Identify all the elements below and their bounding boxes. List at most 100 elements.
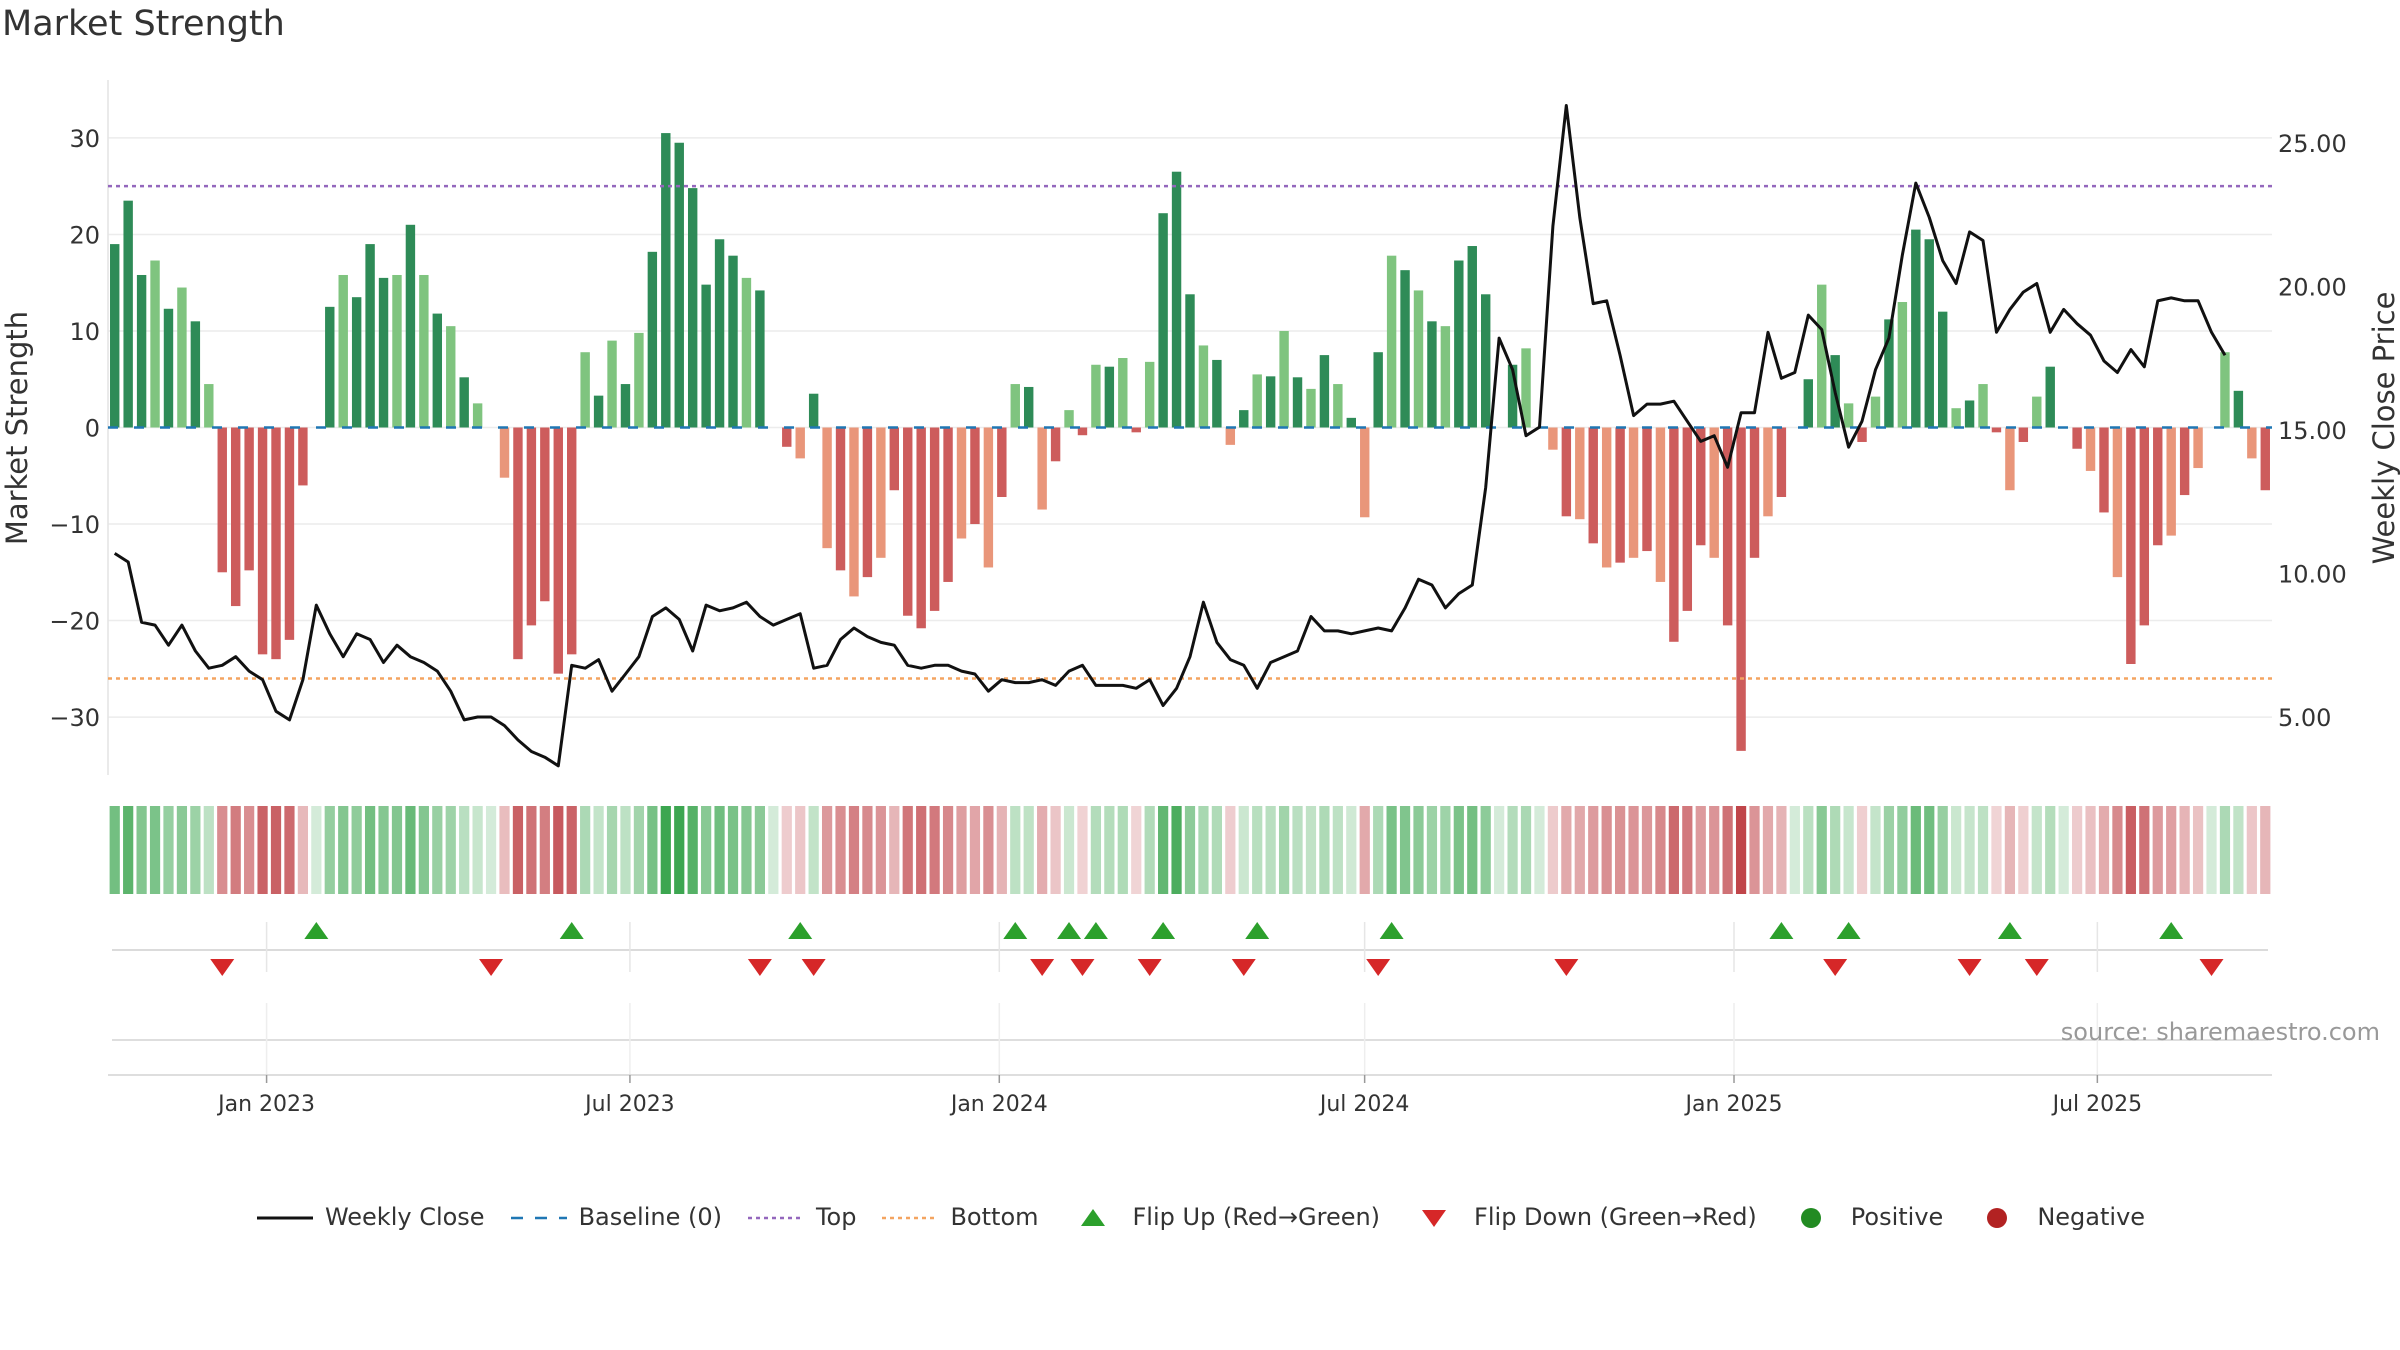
strength-bar	[903, 427, 913, 616]
status-cell	[1265, 806, 1276, 894]
status-cell	[2246, 806, 2257, 894]
status-cell	[1426, 806, 1438, 894]
strength-bar	[244, 427, 254, 571]
status-cell	[1628, 806, 1639, 894]
strength-bar	[1104, 366, 1115, 428]
status-cell	[1104, 806, 1115, 894]
reference-lines	[108, 184, 2272, 680]
legend-item: Flip Up (Red→Green)	[1063, 1203, 1380, 1231]
legend-item: Negative	[1967, 1203, 2145, 1231]
legend-label: Flip Down (Green→Red)	[1474, 1203, 1757, 1231]
status-cell	[1171, 806, 1182, 894]
status-cell	[1117, 806, 1128, 894]
strength-bars	[110, 133, 2270, 751]
strength-bar	[1467, 246, 1477, 428]
strength-bar	[1010, 384, 1020, 428]
red-dot-icon	[1987, 1208, 2008, 1228]
strength-bar	[1319, 355, 1330, 428]
strength-bar	[1225, 427, 1236, 445]
y-tick-label: 20	[69, 221, 100, 249]
strength-bar	[2126, 427, 2136, 664]
status-cell	[176, 806, 188, 894]
strength-bar	[257, 427, 268, 655]
status-cell	[620, 806, 631, 894]
strength-bar	[1749, 427, 1760, 558]
status-cell	[109, 806, 120, 894]
status-cell	[512, 806, 524, 894]
weekly-close-series	[113, 104, 2227, 768]
status-cell	[660, 806, 671, 894]
strength-bar	[2112, 427, 2123, 578]
status-cell	[1574, 806, 1585, 894]
legend-label: Top	[815, 1203, 857, 1231]
status-cell	[257, 806, 268, 894]
strength-bar	[1964, 400, 1975, 428]
strength-bar	[378, 277, 389, 428]
strength-bar	[513, 427, 523, 660]
legend-item: Weekly Close	[255, 1203, 485, 1231]
status-cell	[459, 806, 470, 894]
status-cell	[902, 806, 913, 894]
strength-bar	[271, 427, 281, 660]
status-cell	[2004, 806, 2016, 894]
strength-bar	[2099, 427, 2109, 513]
status-cell	[391, 806, 403, 894]
y-tick-label: 10	[69, 318, 100, 346]
status-cell	[1883, 806, 1895, 894]
strength-bar	[876, 427, 886, 558]
strength-bar	[1333, 384, 1343, 428]
strength-bar	[298, 427, 308, 486]
y-tick-label: −30	[49, 704, 100, 732]
y-axis-label: Market Strength	[0, 311, 34, 545]
status-cell	[2018, 806, 2029, 894]
strength-bar	[835, 427, 846, 571]
status-cell	[1615, 806, 1626, 894]
strength-bar	[1454, 260, 1464, 428]
x-tick-label: Jan 2023	[216, 1092, 315, 1117]
legend-label: Bottom	[950, 1203, 1039, 1231]
status-cell	[633, 806, 645, 894]
solid-line-icon	[256, 1216, 313, 1220]
strength-bar	[661, 133, 671, 428]
strength-bar	[1911, 229, 1921, 428]
status-cell	[2098, 806, 2110, 894]
strength-bar	[1400, 270, 1410, 428]
status-cell	[1440, 806, 1451, 894]
legend-label: Weekly Close	[324, 1203, 485, 1231]
status-cell	[1305, 806, 1317, 894]
strength-bar	[647, 251, 658, 428]
strength-bar	[1440, 326, 1451, 428]
status-cell	[1346, 806, 1357, 894]
status-cell	[1520, 806, 1532, 894]
strength-bar	[190, 321, 201, 428]
chart-title: Market Strength	[2, 4, 285, 44]
source-credit: source: sharemaestro.com	[2061, 1018, 2380, 1046]
strength-bar	[755, 290, 765, 428]
status-cell	[1507, 806, 1518, 894]
status-cell	[1467, 806, 1478, 894]
strength-bar	[2179, 427, 2190, 496]
strength-bar	[1669, 427, 1679, 642]
status-cell	[351, 806, 362, 894]
status-cell	[795, 806, 806, 894]
strength-bar	[1292, 377, 1303, 428]
status-cell	[1789, 806, 1800, 894]
status-cell	[835, 806, 846, 894]
status-cell	[996, 806, 1007, 894]
flip-down-marker	[1554, 959, 1579, 976]
status-cell	[1682, 806, 1693, 894]
strength-bar	[432, 313, 443, 428]
flip-down-marker	[1231, 959, 1256, 976]
strength-bar	[1682, 427, 1693, 611]
status-cell	[1332, 806, 1343, 894]
legend-label: Positive	[1850, 1203, 1944, 1231]
strength-bar	[687, 188, 698, 428]
flip-up-marker	[1151, 922, 1176, 939]
strength-bar	[1427, 321, 1437, 428]
strength-bar	[929, 427, 940, 611]
strength-bar	[2247, 427, 2257, 459]
status-cell	[2085, 806, 2096, 894]
status-cell	[2260, 806, 2271, 894]
strength-bar	[714, 239, 725, 428]
strength-bar	[1265, 376, 1276, 428]
